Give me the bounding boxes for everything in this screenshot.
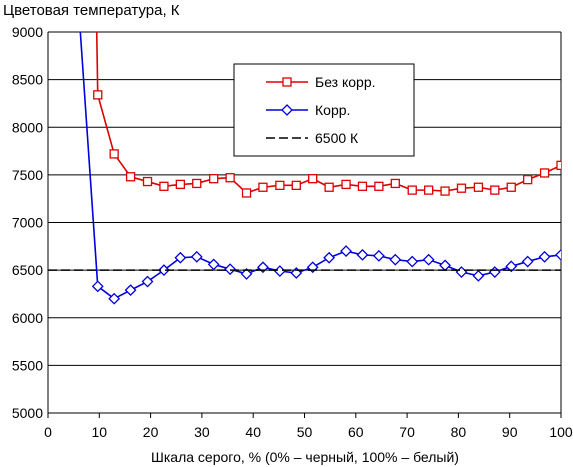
data-point	[423, 185, 434, 195]
data-point	[273, 265, 286, 277]
data-point	[142, 176, 153, 187]
data-point	[109, 149, 119, 159]
legend-marker	[282, 77, 292, 87]
data-point	[455, 266, 468, 278]
data-point	[556, 160, 561, 171]
data-point	[209, 174, 219, 184]
data-point	[225, 173, 235, 183]
data-point	[488, 266, 501, 278]
data-point	[472, 269, 485, 282]
data-point	[91, 280, 104, 293]
data-point	[192, 178, 202, 189]
data-point	[275, 180, 285, 191]
y-tick-label: 7000	[12, 215, 43, 231]
data-point	[406, 255, 419, 268]
data-point	[555, 248, 561, 261]
data-point	[523, 174, 533, 185]
y-tick-label: 6000	[12, 310, 43, 326]
chart-title: Цветовая температура, К	[3, 2, 180, 19]
data-point	[374, 181, 384, 191]
data-point	[407, 185, 417, 195]
data-point	[439, 259, 451, 272]
legend: Без корр. Корр. 6500 К	[233, 63, 415, 157]
data-point	[175, 179, 186, 190]
data-point	[473, 182, 484, 192]
data-point	[490, 185, 500, 195]
x-tick-label: 0	[44, 424, 52, 440]
data-point	[341, 179, 351, 190]
data-point	[340, 245, 352, 257]
data-point	[158, 264, 170, 277]
legend-label: 6500 К	[315, 130, 359, 146]
data-point	[241, 188, 252, 198]
y-tick-label: 7500	[12, 167, 43, 183]
data-point	[308, 174, 318, 184]
data-point	[207, 258, 220, 271]
data-point	[224, 263, 237, 276]
x-tick-label: 40	[245, 424, 261, 440]
data-point	[124, 284, 137, 297]
legend-label: Без корр.	[315, 74, 376, 90]
data-point	[291, 180, 301, 191]
y-tick-label: 6500	[12, 262, 43, 278]
x-tick-label: 50	[297, 424, 313, 440]
data-point	[357, 181, 368, 191]
data-point	[538, 250, 551, 263]
x-tick-label: 90	[502, 424, 518, 440]
x-tick-label: 30	[194, 424, 210, 440]
y-tick-label: 8500	[12, 72, 43, 88]
y-tick-label: 5500	[12, 357, 43, 373]
y-tick-label: 9000	[12, 24, 43, 40]
series-group	[48, 32, 561, 305]
data-point	[324, 182, 334, 192]
y-tick-label: 8000	[12, 119, 43, 135]
data-point	[422, 253, 435, 266]
data-point	[190, 250, 203, 263]
x-tick-label: 60	[348, 424, 364, 440]
x-tick-label: 10	[92, 424, 108, 440]
data-point	[174, 251, 187, 264]
legend-label: Корр.	[315, 102, 350, 118]
data-point	[456, 183, 467, 193]
axes	[47, 32, 562, 418]
data-point	[323, 251, 336, 264]
legend-box	[233, 63, 415, 157]
data-point	[159, 181, 169, 191]
series-2	[79, 32, 561, 305]
data-point	[356, 248, 369, 261]
data-point	[506, 182, 516, 192]
tick-labels: 5000 5500 6000 6500 7000 7500 8000 8500 9000 0 10 2…	[12, 24, 573, 440]
data-point	[539, 168, 550, 178]
data-point	[240, 268, 253, 280]
x-tick-label: 20	[143, 424, 159, 440]
data-point	[141, 275, 154, 288]
legend-marker	[281, 104, 293, 116]
data-point	[125, 172, 136, 182]
data-point	[389, 253, 402, 266]
data-point	[372, 249, 385, 262]
series-1	[93, 32, 561, 198]
x-tick-label: 70	[399, 424, 415, 440]
data-point	[258, 182, 268, 192]
x-tick-label: 80	[451, 424, 467, 440]
x-axis-label: Шкала серого, % (0% – черный, 100% – бел…	[151, 449, 459, 465]
data-point	[521, 255, 534, 268]
data-point	[440, 186, 450, 196]
data-point	[505, 260, 518, 273]
x-tick-label: 100	[549, 424, 573, 440]
data-point	[93, 90, 103, 100]
data-point	[390, 178, 400, 189]
y-tick-label: 5000	[12, 405, 43, 421]
data-point	[108, 292, 121, 305]
